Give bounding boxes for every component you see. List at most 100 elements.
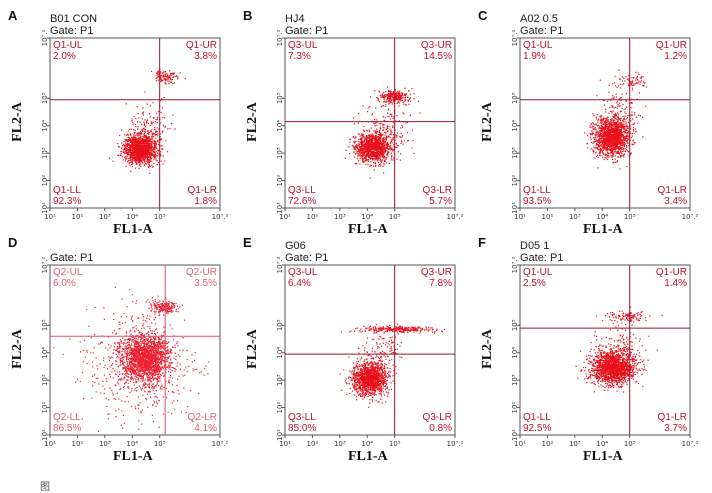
event-point bbox=[149, 153, 150, 154]
event-point bbox=[603, 141, 604, 142]
event-point bbox=[616, 141, 617, 142]
event-point bbox=[169, 81, 170, 82]
event-point bbox=[613, 111, 614, 112]
event-point bbox=[139, 161, 140, 162]
event-point bbox=[626, 138, 627, 139]
event-point bbox=[369, 134, 370, 135]
event-point bbox=[166, 73, 167, 74]
event-point bbox=[400, 143, 401, 144]
event-point bbox=[364, 151, 365, 152]
event-point bbox=[402, 112, 403, 113]
event-point bbox=[609, 141, 610, 142]
event-point bbox=[619, 122, 620, 123]
event-point bbox=[121, 143, 122, 144]
event-point bbox=[158, 74, 159, 75]
quadrant-name: Q3-LR bbox=[423, 185, 452, 196]
event-point bbox=[349, 142, 350, 143]
event-point bbox=[156, 72, 157, 73]
event-point bbox=[380, 95, 381, 96]
event-point bbox=[130, 149, 131, 150]
event-point bbox=[593, 152, 594, 153]
event-point bbox=[624, 131, 625, 132]
event-point bbox=[609, 132, 610, 133]
event-point bbox=[371, 165, 372, 166]
y-tick-label: 10⁵ bbox=[276, 92, 284, 104]
event-point bbox=[369, 136, 370, 137]
y-tick-label: 10⁴ bbox=[41, 120, 49, 132]
event-point bbox=[597, 134, 598, 135]
event-point bbox=[377, 155, 378, 156]
event-point bbox=[613, 128, 614, 129]
event-point bbox=[364, 142, 365, 143]
event-point bbox=[632, 133, 633, 134]
event-point bbox=[369, 106, 370, 107]
event-point bbox=[165, 74, 166, 75]
event-point bbox=[391, 95, 392, 96]
event-point bbox=[622, 147, 623, 148]
event-point bbox=[129, 152, 130, 153]
event-point bbox=[138, 168, 139, 169]
event-point bbox=[612, 83, 613, 84]
event-point bbox=[148, 134, 149, 135]
event-point bbox=[367, 164, 368, 165]
event-point bbox=[604, 144, 605, 145]
event-point bbox=[151, 147, 152, 148]
event-point bbox=[635, 80, 636, 81]
event-point bbox=[412, 140, 413, 141]
event-point bbox=[354, 123, 355, 124]
event-point bbox=[149, 113, 150, 114]
event-point bbox=[609, 146, 610, 147]
event-point bbox=[397, 145, 398, 146]
event-point bbox=[592, 143, 593, 144]
event-point bbox=[379, 132, 380, 133]
event-point bbox=[623, 155, 624, 156]
event-point bbox=[148, 164, 149, 165]
event-point bbox=[144, 131, 145, 132]
event-point bbox=[367, 160, 368, 161]
event-point bbox=[362, 156, 363, 157]
event-point bbox=[617, 101, 618, 102]
event-point bbox=[157, 155, 158, 156]
event-point bbox=[623, 156, 624, 157]
event-point bbox=[376, 145, 377, 146]
event-point bbox=[621, 136, 622, 137]
event-point bbox=[595, 141, 596, 142]
event-point bbox=[160, 151, 161, 152]
event-point bbox=[595, 124, 596, 125]
event-point bbox=[122, 156, 123, 157]
event-point bbox=[366, 154, 367, 155]
event-point bbox=[379, 123, 380, 124]
event-point bbox=[377, 148, 378, 149]
event-point bbox=[169, 70, 170, 71]
event-point bbox=[378, 139, 379, 140]
event-point bbox=[400, 99, 401, 100]
event-point bbox=[590, 137, 591, 138]
event-point bbox=[615, 155, 616, 156]
event-point bbox=[376, 141, 377, 142]
event-point bbox=[387, 125, 388, 126]
event-point bbox=[612, 153, 613, 154]
event-point bbox=[144, 141, 145, 142]
event-point bbox=[599, 135, 600, 136]
event-point bbox=[614, 139, 615, 140]
event-point bbox=[389, 91, 390, 92]
y-tick-label: 10⁷.² bbox=[41, 29, 49, 46]
event-point bbox=[137, 121, 138, 122]
event-point bbox=[623, 116, 624, 117]
event-point bbox=[135, 162, 136, 163]
event-point bbox=[128, 154, 129, 155]
event-point bbox=[392, 138, 393, 139]
event-point bbox=[167, 80, 168, 81]
event-point bbox=[596, 118, 597, 119]
event-point bbox=[363, 106, 364, 107]
event-point bbox=[160, 145, 161, 146]
event-point bbox=[371, 151, 372, 152]
event-point bbox=[609, 122, 610, 123]
event-point bbox=[623, 148, 624, 149]
event-point bbox=[163, 163, 164, 164]
event-point bbox=[598, 145, 599, 146]
event-point bbox=[149, 132, 150, 133]
event-point bbox=[388, 126, 389, 127]
event-point bbox=[602, 128, 603, 129]
event-point bbox=[372, 143, 373, 144]
